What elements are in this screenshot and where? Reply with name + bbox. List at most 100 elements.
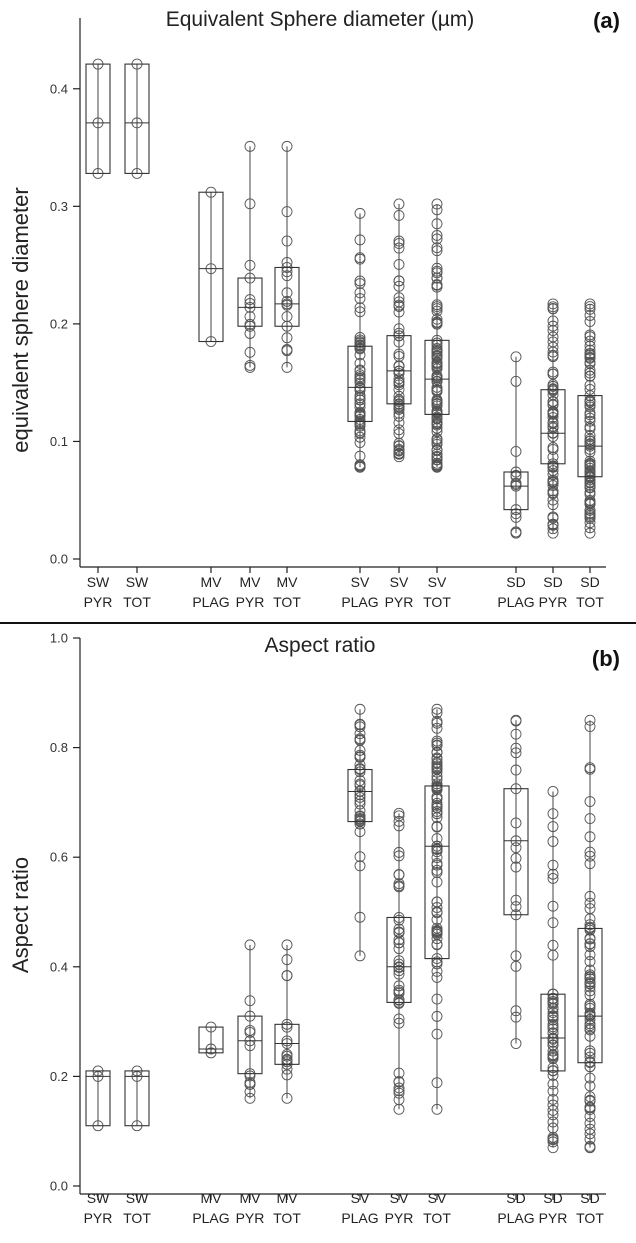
box-sw-pyr: SW PYR	[84, 1065, 112, 1226]
data-point	[547, 1062, 559, 1074]
data-point	[354, 340, 366, 351]
box-iqr	[503, 788, 529, 916]
data-point	[584, 412, 596, 424]
category-label-line2: TOT	[123, 594, 151, 610]
box-iqr	[124, 1070, 150, 1127]
category-label-line2: PLAG	[341, 1210, 378, 1226]
data-point	[354, 766, 366, 778]
box-iqr	[540, 993, 566, 1072]
data-point	[547, 821, 559, 833]
category-label-line1: MV	[240, 1190, 262, 1206]
data-point	[393, 926, 405, 938]
data-point	[431, 938, 443, 950]
box-mv-tot: MV TOT	[273, 140, 301, 610]
data-point	[584, 932, 596, 944]
data-point	[431, 859, 443, 871]
data-point	[547, 406, 559, 417]
data-point	[431, 925, 443, 937]
category-label-line2: PLAG	[341, 594, 378, 610]
data-point	[431, 395, 443, 407]
data-point	[354, 728, 366, 740]
data-point	[547, 1104, 559, 1116]
data-point	[584, 351, 596, 363]
data-point	[510, 526, 522, 538]
data-point	[431, 922, 443, 934]
category-label-line2: PYR	[236, 1210, 265, 1226]
box-iqr	[577, 395, 603, 478]
category-label-line1: SD	[543, 1190, 562, 1206]
data-point	[393, 379, 405, 391]
category-label-line1: SW	[126, 574, 149, 590]
data-point	[281, 954, 293, 966]
data-point	[431, 965, 443, 977]
data-point	[584, 924, 596, 936]
data-point	[431, 876, 443, 888]
data-point	[510, 852, 522, 864]
data-point	[510, 817, 522, 829]
data-point	[547, 1036, 559, 1048]
box-iqr	[198, 191, 224, 343]
category-label-line2: TOT	[273, 594, 301, 610]
data-point	[393, 914, 405, 926]
box-mv-pyr: MV PYR	[236, 939, 265, 1226]
category-label-line1: MV	[201, 1190, 223, 1206]
data-point	[547, 1131, 559, 1143]
category-label-line1: SD	[506, 1190, 525, 1206]
data-point	[584, 329, 596, 341]
category-label-line1: SW	[87, 1190, 110, 1206]
data-point	[547, 836, 559, 847]
data-point	[584, 1018, 596, 1030]
box-iqr	[274, 1023, 300, 1065]
data-point	[584, 846, 596, 858]
data-point	[547, 1116, 559, 1128]
data-point	[431, 346, 443, 357]
data-point	[510, 728, 522, 740]
data-point	[584, 443, 596, 455]
box-sd-tot: SD TOT	[576, 298, 604, 610]
data-point	[584, 858, 596, 870]
data-point	[547, 469, 559, 481]
data-point	[584, 1101, 596, 1113]
data-point	[393, 336, 405, 348]
data-point	[584, 1022, 596, 1034]
y-tick-label: 0.2	[50, 1069, 68, 1084]
data-point	[354, 253, 366, 265]
data-point	[393, 869, 405, 880]
category-label-line1: SD	[506, 574, 525, 590]
y-tick-label: 1.0	[50, 631, 68, 646]
data-point	[393, 850, 405, 862]
data-point	[584, 504, 596, 516]
data-point	[354, 795, 366, 807]
data-point	[393, 323, 405, 335]
data-point	[354, 334, 366, 346]
data-point	[584, 477, 596, 489]
category-label-line2: PLAG	[497, 594, 534, 610]
data-point	[584, 335, 596, 347]
box-sd-pyr: SD PYR	[539, 298, 567, 610]
data-point	[393, 943, 405, 955]
data-point	[584, 439, 596, 451]
data-point	[547, 465, 559, 477]
data-point	[354, 377, 366, 389]
data-point	[431, 198, 443, 210]
data-point	[431, 914, 443, 926]
data-point	[584, 301, 596, 313]
data-point	[510, 950, 522, 962]
data-point	[354, 332, 366, 343]
data-point	[354, 342, 366, 354]
category-label-line2: TOT	[273, 1210, 301, 1226]
box-sv-pyr: SV PYR	[385, 807, 413, 1226]
data-point	[431, 781, 443, 793]
y-tick-label: 0.6	[50, 850, 68, 865]
data-point	[547, 1018, 559, 1030]
data-point	[547, 480, 559, 491]
data-point	[431, 457, 443, 469]
panel-b-ylabel: Aspect ratio	[8, 857, 33, 973]
panel-b: Aspect ratio (b) Aspect ratio 0.0 0.2 0.4 0…	[8, 631, 620, 1227]
data-point	[547, 1033, 559, 1045]
data-point	[547, 494, 559, 506]
data-point	[547, 442, 559, 453]
data-point	[244, 939, 256, 951]
data-point	[281, 1069, 293, 1081]
